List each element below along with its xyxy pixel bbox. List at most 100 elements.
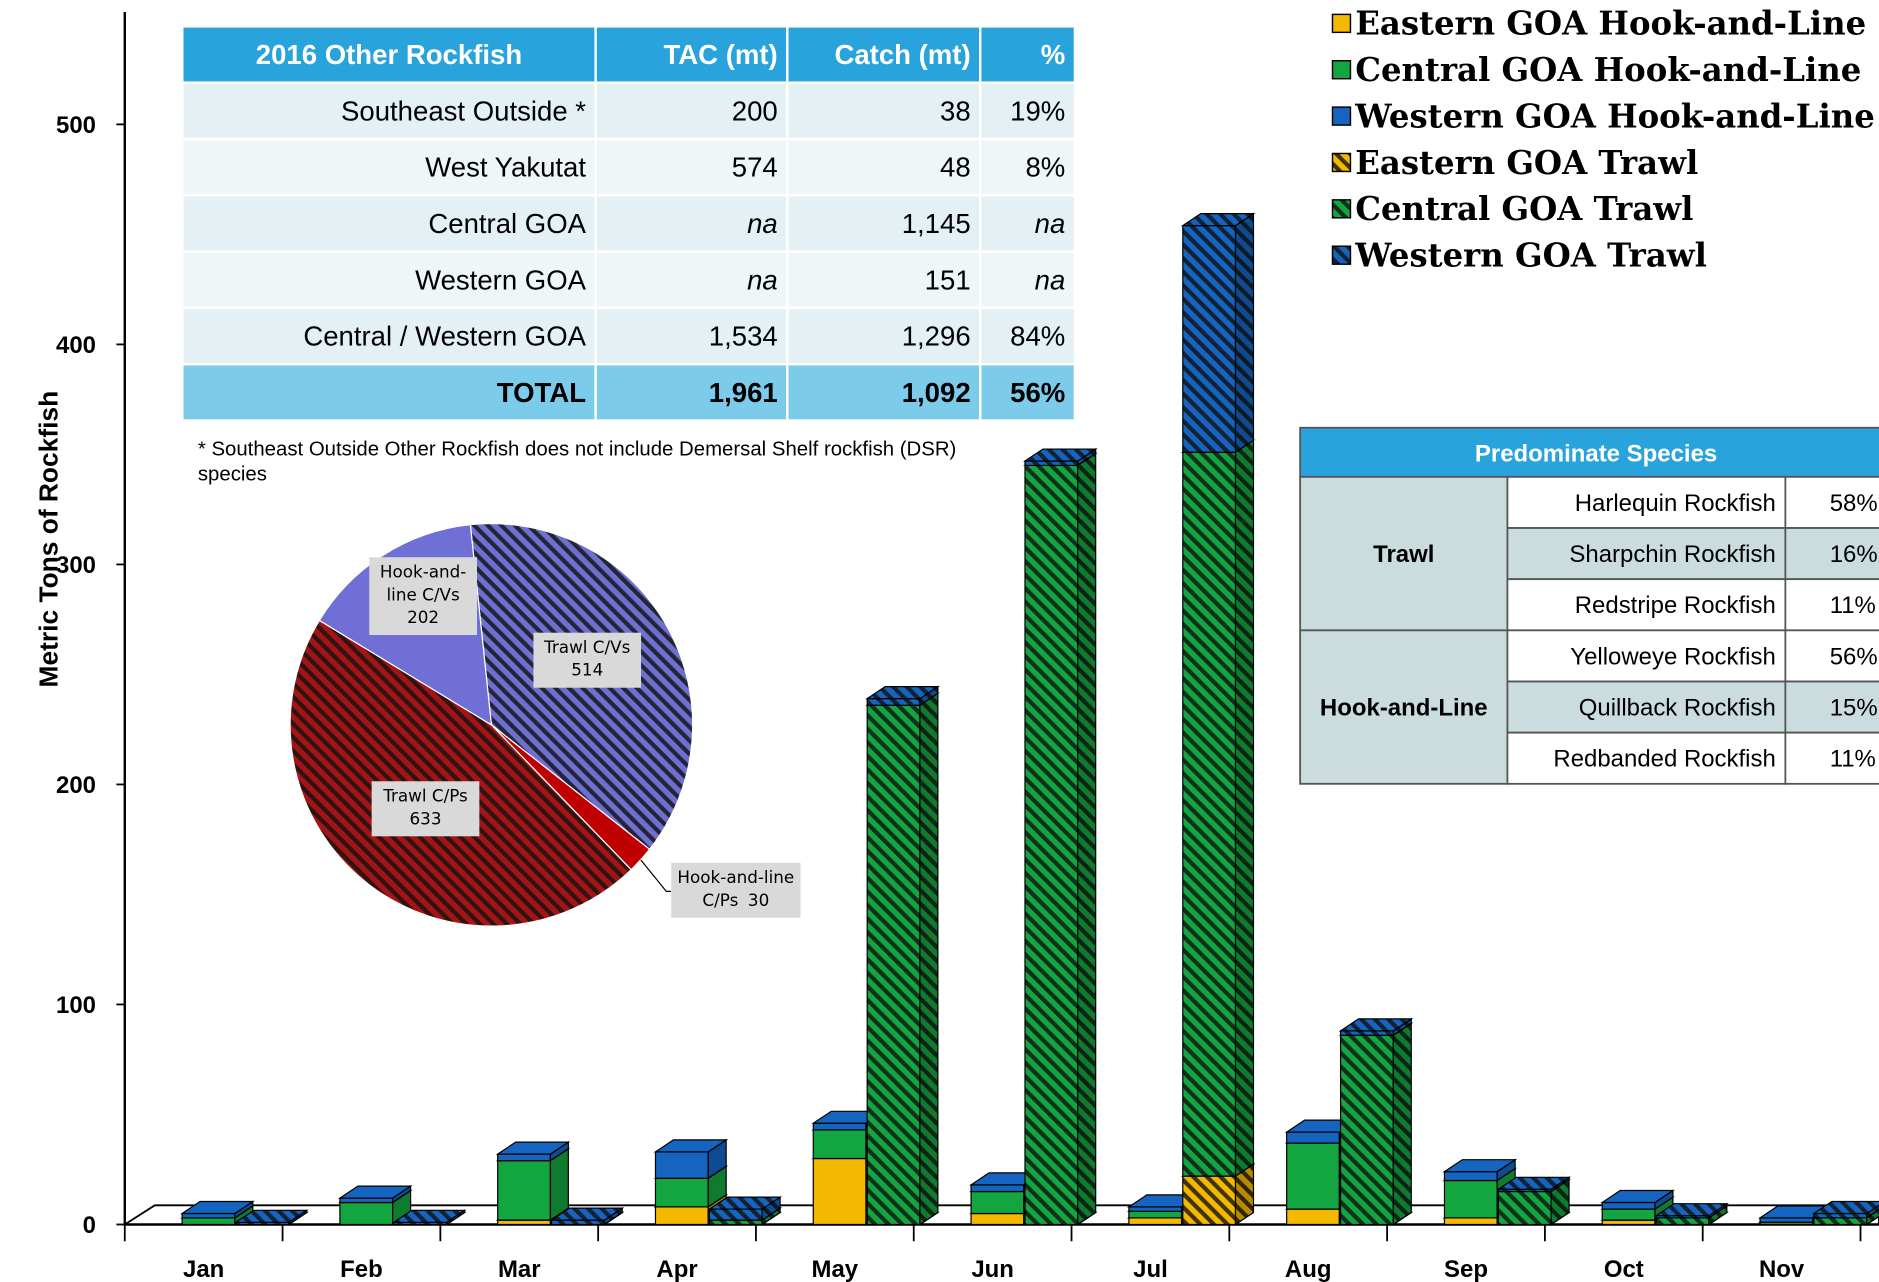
table-cell [594,81,789,141]
x-tick-label: Feb [340,1256,383,1282]
bar-side-shade [1497,1159,1516,1181]
bar-segment [391,1209,467,1226]
bar-front [1024,464,1079,1226]
bar-front [1024,460,1079,467]
bar-side-shade [1393,1018,1412,1036]
x-tick-label: Apr [656,1256,697,1282]
table-text: na [747,208,778,239]
bar-side-shade [1077,453,1096,1225]
table-cell [181,25,597,84]
x-tick-label: May [812,1256,859,1282]
table-text: 574 [732,152,778,183]
bar-segment [337,1184,413,1204]
bar-side-shade [550,1148,569,1221]
species-share: 16% [1830,541,1878,568]
bar-front [1128,1206,1183,1212]
bar-top [1180,213,1256,227]
table-cell [181,306,597,366]
table-cell [181,363,597,422]
table-cell [786,363,982,422]
y-axis-title: Metric Tons of Rockfish [34,391,64,688]
y-tick-label: 200 [56,772,96,799]
legend-label: Eastern GOA Hook-and-Line [1355,5,1866,43]
bar-front [497,1160,552,1221]
bar-front [339,1201,394,1226]
table-cell [786,81,982,141]
bar-front [812,1122,867,1131]
bar-top [1654,1203,1729,1217]
table-text: Western GOA [415,264,587,295]
bar-side-shade [1866,1209,1879,1225]
legend-swatch [1331,60,1352,80]
bar-top [391,1209,467,1223]
table-text: 19% [1010,95,1065,126]
bar-segment [653,1138,729,1180]
table-text: 8% [1025,152,1065,183]
x-tick-label: Oct [1604,1256,1644,1282]
pie-label-name: Hook-and-line C/Ps [677,868,795,911]
footnote-box: * Southeast Outside Other Rockfish does … [197,437,957,486]
leader-line [640,859,672,893]
bar-segment [865,692,940,1226]
bar-top [707,1196,783,1210]
bar-side-shade [1077,449,1096,466]
bar-top [1442,1159,1518,1173]
footnote: * Southeast Outside Other Rockfish does … [197,437,957,486]
table-text: 200 [732,95,778,126]
bar-top [337,1185,413,1199]
bar-front [1813,1212,1868,1219]
table-text: Central GOA [428,208,586,239]
bar-segment [1600,1189,1675,1211]
bar-front [1759,1217,1814,1223]
species-share: 11% [1830,592,1876,619]
species-name: Harlequin Rockfish [1575,490,1776,517]
pie-label-value: 633 [409,809,442,830]
species-group: Trawl [1373,541,1434,568]
bar-front [1286,1131,1340,1144]
table-text: Southeast Outside * [341,95,586,126]
bar-front [1286,1208,1340,1226]
bar-front [866,698,921,706]
bar-side-shade [1551,1179,1570,1225]
x-tick-label: Aug [1285,1256,1332,1282]
pie-label: Trawl C/Ps 633 [371,781,480,837]
pie-label-box: Hook-and-line C/Ps 30 [671,862,801,918]
bar-front [1128,1210,1183,1219]
species-cell [1506,629,1787,683]
table-cell [786,194,982,253]
bar-side-shade [1654,1190,1673,1210]
species-cell [1506,680,1787,734]
species-group-cell [1299,475,1509,632]
table-text: % [1041,39,1066,70]
species-name: Yelloweye Rockfish [1570,643,1775,670]
bar-front [654,1151,709,1179]
bar-segment [1023,452,1098,1226]
species-share: 56% [1830,643,1878,670]
bar-side-shade [1866,1205,1879,1218]
bar-side-shade [1393,1023,1412,1225]
table-cell [786,306,982,366]
bar-segment [1338,1017,1414,1037]
species-cell [1784,475,1879,529]
legend-label: Western GOA Hook-and-Line [1354,97,1875,135]
legend-swatch [1331,13,1352,34]
bar-side-shade [234,1201,253,1218]
table-text: 38 [940,95,971,126]
table-text: TOTAL [497,377,586,408]
species-title: Predominate Species [1475,440,1717,467]
table-cell [979,194,1077,253]
table-text: 151 [925,264,971,295]
pie-label-name: Trawl C/Ps [383,787,468,807]
bar-front [654,1206,709,1226]
x-tick-label: Jun [971,1256,1014,1282]
bar-segment [234,1209,309,1226]
bar-segment [1338,1022,1414,1226]
bar-top [234,1209,309,1223]
bar-top [1600,1189,1675,1204]
bar-side-shade [1235,1164,1254,1225]
table-text: Central / Western GOA [303,321,586,352]
bar-side-shade [550,1142,569,1161]
bar-side-shade [392,1190,411,1225]
